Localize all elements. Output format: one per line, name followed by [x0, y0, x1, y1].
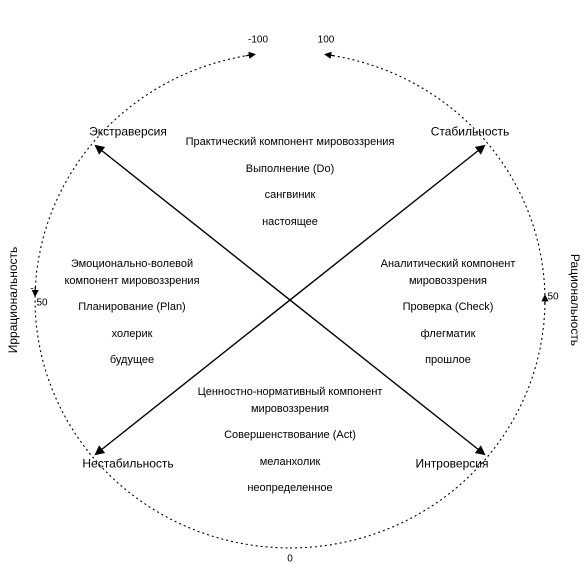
quadrant-line: холерик — [47, 326, 217, 343]
quadrant-line: настоящее — [175, 214, 405, 231]
quadrant-line: Планирование (Plan) — [47, 299, 217, 316]
quadrant-line: Выполнение (Do) — [175, 161, 405, 178]
label-extraversion: Экстраверсия — [89, 125, 167, 140]
quadrant-line: Эмоционально-волевой компонент мировоззр… — [47, 256, 217, 289]
quadrant-line: Совершенствование (Act) — [175, 427, 405, 444]
label-irrational: Иррациональность — [6, 247, 20, 354]
quadrant-line: Аналитический компонент мировоззрения — [363, 256, 533, 289]
quadrant-right: Аналитический компонент мировоззрения Про… — [363, 256, 533, 369]
quadrant-line: прошлое — [363, 352, 533, 369]
quadrant-line: неопределенное — [175, 480, 405, 497]
quadrant-line: флегматик — [363, 326, 533, 343]
quadrant-left: Эмоционально-волевой компонент мировоззр… — [47, 256, 217, 369]
quadrant-bottom: Ценностно-нормативный компонент мировозз… — [175, 384, 405, 497]
quadrant-line: меланхолик — [175, 454, 405, 471]
quadrant-line: сангвиник — [175, 187, 405, 204]
label-rational: Рациональность — [568, 254, 582, 346]
scale-top-left: -100 — [248, 35, 268, 46]
quadrant-line: Проверка (Check) — [363, 299, 533, 316]
quadrant-line: Ценностно-нормативный компонент мировозз… — [175, 384, 405, 417]
quadrant-line: будущее — [47, 352, 217, 369]
label-instability: Нестабильность — [82, 457, 173, 472]
label-stability: Стабильность — [431, 125, 510, 140]
scale-left-minus: - — [30, 284, 33, 295]
label-introversion: Интроверсия — [416, 457, 489, 472]
scale-right-val: 50 — [547, 292, 558, 303]
scale-bottom-zero: 0 — [287, 554, 293, 565]
scale-top-right: 100 — [318, 35, 335, 46]
quadrant-line: Практический компонент мировоззрения — [175, 134, 405, 151]
quadrant-top: Практический компонент мировоззрения Выпо… — [175, 134, 405, 230]
diagram-stage: -100 100 - 50 50 0 Экстраверсия Стабильн… — [0, 0, 584, 575]
scale-left-val: 50 — [36, 298, 47, 309]
